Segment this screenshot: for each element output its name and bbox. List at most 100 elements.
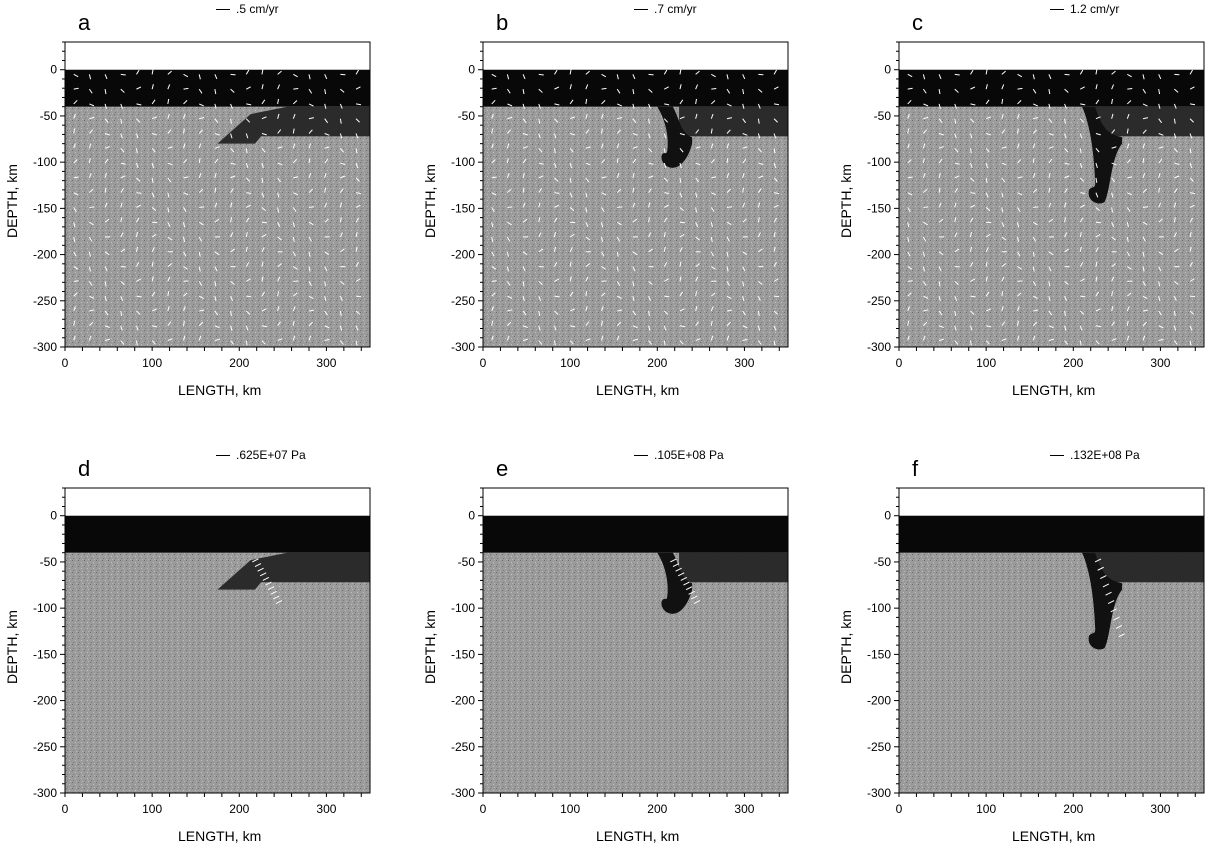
vector-mark xyxy=(1127,88,1132,89)
vector-mark xyxy=(664,296,669,297)
y-tick-label: -50 xyxy=(874,555,892,569)
vector-mark xyxy=(1080,296,1085,297)
scale-text: .5 cm/yr xyxy=(236,2,279,16)
x-tick-label: 100 xyxy=(142,802,162,816)
vector-mark xyxy=(955,74,960,75)
scale-text: 1.2 cm/yr xyxy=(1070,2,1119,16)
x-tick-label: 300 xyxy=(734,802,754,816)
scale-text: .132E+08 Pa xyxy=(1070,448,1140,462)
x-tick-label: 300 xyxy=(734,356,754,370)
scale-text: .7 cm/yr xyxy=(654,2,697,16)
mantle-region xyxy=(899,107,1204,347)
scale-legend: .105E+08 Pa xyxy=(634,448,724,462)
y-tick-label: -250 xyxy=(33,740,57,754)
panel-letter: c xyxy=(912,10,923,36)
y-tick-label: -300 xyxy=(867,340,891,354)
air-layer xyxy=(483,42,788,70)
vector-mark xyxy=(908,281,913,282)
air-layer xyxy=(899,488,1204,516)
y-axis-label: DEPTH, km xyxy=(838,610,854,684)
vector-mark xyxy=(492,281,497,282)
y-tick-label: -250 xyxy=(33,294,57,308)
x-axis-label: LENGTH, km xyxy=(1012,828,1095,844)
crust-layer xyxy=(899,516,1204,553)
y-tick-label: -250 xyxy=(451,740,475,754)
x-tick-label: 100 xyxy=(976,802,996,816)
y-tick-label: -100 xyxy=(451,155,475,169)
y-tick-label: -300 xyxy=(451,786,475,800)
y-tick-label: 0 xyxy=(884,63,891,77)
lithosphere-root xyxy=(679,107,788,137)
y-tick-label: -50 xyxy=(458,109,476,123)
x-tick-label: 0 xyxy=(62,356,69,370)
y-tick-label: -250 xyxy=(867,740,891,754)
x-tick-label: 300 xyxy=(316,356,336,370)
scale-arrow-icon xyxy=(1050,455,1064,456)
x-tick-label: 0 xyxy=(62,802,69,816)
y-tick-label: -50 xyxy=(40,109,58,123)
vector-mark xyxy=(246,296,251,297)
vector-mark xyxy=(1190,296,1195,297)
x-tick-label: 200 xyxy=(229,802,249,816)
vector-mark xyxy=(1033,207,1038,208)
vector-mark xyxy=(293,88,298,89)
x-tick-label: 200 xyxy=(647,356,667,370)
scale-arrow-icon xyxy=(216,9,230,10)
panel-letter: a xyxy=(78,10,90,36)
air-layer xyxy=(483,488,788,516)
crust-layer xyxy=(65,516,370,553)
crust-layer xyxy=(483,70,788,107)
vector-mark xyxy=(121,74,126,75)
x-tick-label: 200 xyxy=(229,356,249,370)
x-tick-label: 300 xyxy=(1150,802,1170,816)
y-axis-label: DEPTH, km xyxy=(422,610,438,684)
x-tick-label: 0 xyxy=(480,802,487,816)
x-tick-label: 100 xyxy=(976,356,996,370)
x-axis-label: LENGTH, km xyxy=(596,382,679,398)
x-tick-label: 0 xyxy=(480,356,487,370)
y-tick-label: -200 xyxy=(33,248,57,262)
y-tick-label: -200 xyxy=(867,694,891,708)
y-tick-label: -300 xyxy=(33,786,57,800)
mantle-region xyxy=(65,553,370,793)
mantle-region xyxy=(899,553,1204,793)
y-tick-label: -50 xyxy=(40,555,58,569)
mantle-region xyxy=(483,107,788,347)
x-axis-label: LENGTH, km xyxy=(596,828,679,844)
panel-letter: b xyxy=(496,10,508,36)
y-ticks: 0-50-100-150-200-250-300 xyxy=(33,42,65,354)
scale-legend: .7 cm/yr xyxy=(634,2,697,16)
x-tick-label: 100 xyxy=(560,356,580,370)
x-axis-label: LENGTH, km xyxy=(178,828,261,844)
scale-text: .625E+07 Pa xyxy=(236,448,306,462)
y-axis-label: DEPTH, km xyxy=(422,164,438,238)
y-axis-label: DEPTH, km xyxy=(4,610,20,684)
y-tick-label: -250 xyxy=(451,294,475,308)
y-tick-label: -150 xyxy=(867,647,891,661)
y-tick-label: -100 xyxy=(33,601,57,615)
x-tick-label: 200 xyxy=(1063,356,1083,370)
air-layer xyxy=(899,42,1204,70)
y-ticks: 0-50-100-150-200-250-300 xyxy=(867,42,899,354)
crust-layer xyxy=(899,70,1204,107)
panel-letter: d xyxy=(78,456,90,482)
y-tick-label: 0 xyxy=(468,63,475,77)
y-tick-label: -200 xyxy=(33,694,57,708)
y-tick-label: -150 xyxy=(33,201,57,215)
scale-arrow-icon xyxy=(216,455,230,456)
vector-mark xyxy=(617,207,622,208)
vector-mark xyxy=(231,74,236,75)
x-tick-label: 300 xyxy=(1150,356,1170,370)
x-tick-label: 0 xyxy=(896,802,903,816)
lithosphere-root xyxy=(679,553,788,583)
